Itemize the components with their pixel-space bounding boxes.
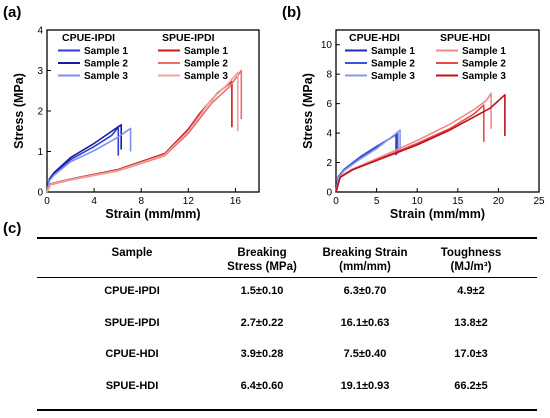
table-cell-strain: 16.1±0.63: [340, 317, 390, 329]
y-tick-label: 2: [326, 158, 332, 169]
y-tick-label: 8: [326, 70, 332, 81]
x-tick-label: 8: [138, 196, 144, 207]
series-line-spue-ipdi-sample-2: [46, 69, 243, 193]
legend-group-title: SPUE-HDI: [440, 32, 490, 44]
table-cell-stress: 3.9±0.28: [240, 348, 284, 360]
panel-label-b: (b): [282, 4, 302, 21]
header-breaking-stress-line2: Stress (MPa): [227, 261, 297, 273]
x-axis-title: Strain (mm/mm): [105, 207, 200, 221]
header-toughness-line1: Toughness: [440, 247, 502, 259]
x-tick-label: 5: [374, 196, 380, 207]
header-toughness-line2: (MJ/m³): [450, 261, 492, 273]
legend-entry-label: Sample 1: [462, 46, 506, 57]
table-cell-sample: CPUE-HDI: [105, 348, 159, 360]
legend-group-title: SPUE-IPDI: [162, 32, 215, 44]
legend-entry-label: Sample 1: [84, 46, 128, 57]
x-tick-label: 10: [412, 196, 424, 207]
series-line-cpue-ipdi-sample-3: [46, 127, 132, 193]
x-axis-title: Strain (mm/mm): [390, 207, 485, 221]
y-tick-label: 6: [326, 99, 332, 110]
table-cell-sample: CPUE-IPDI: [104, 285, 160, 297]
table-cell-toughness: 17.0±3: [454, 348, 488, 360]
table-cell-sample: SPUE-IPDI: [104, 317, 160, 329]
plot-frame: [335, 29, 540, 193]
y-tick-label: 10: [321, 40, 333, 51]
legend-entry-label: Sample 1: [184, 46, 228, 57]
series-line-spue-hdi-sample-3: [335, 94, 506, 193]
x-tick-label: 0: [333, 196, 339, 207]
legend-entry-label: Sample 3: [84, 71, 128, 82]
legend-entry-label: Sample 2: [184, 59, 228, 70]
table-cell-toughness: 13.8±2: [454, 317, 488, 329]
header-breaking-stress-line1: Breaking: [237, 247, 287, 259]
legend-entry-label: Sample 1: [371, 46, 415, 57]
table-cell-stress: 6.4±0.60: [240, 380, 284, 392]
y-axis-title: Stress (MPa): [12, 73, 26, 149]
x-tick-label: 0: [44, 196, 50, 207]
series-line-spue-hdi-sample-1: [335, 92, 492, 193]
header-breaking-strain-line2: (mm/mm): [339, 261, 391, 273]
x-tick-label: 4: [91, 196, 97, 207]
y-tick-label: 2: [37, 107, 43, 118]
legend-entry-label: Sample 3: [371, 71, 415, 82]
x-tick-label: 16: [230, 196, 242, 207]
table-cell-strain: 6.3±0.70: [343, 285, 387, 297]
table-top-rule: [37, 237, 537, 239]
legend-entry-label: Sample 2: [371, 59, 415, 70]
legend-group-title: CPUE-HDI: [349, 32, 400, 44]
table-bottom-rule: [37, 409, 537, 411]
table-cell-stress: 1.5±0.10: [240, 285, 284, 297]
x-tick-label: 20: [493, 196, 505, 207]
legend-group-title: CPUE-IPDI: [62, 32, 115, 44]
y-tick-label: 3: [37, 66, 43, 77]
table-header-rule: [37, 277, 537, 279]
header-sample: Sample: [111, 247, 153, 259]
table-cell-strain: 19.1±0.93: [340, 380, 390, 392]
y-axis-title: Stress (MPa): [301, 73, 315, 149]
x-tick-label: 15: [452, 196, 464, 207]
y-tick-label: 0: [37, 188, 43, 199]
legend-entry-label: Sample 3: [184, 71, 228, 82]
y-tick-label: 1: [37, 147, 43, 158]
y-tick-label: 4: [326, 129, 332, 140]
y-tick-label: 0: [326, 188, 332, 199]
table-cell-stress: 2.7±0.22: [240, 317, 284, 329]
y-tick-label: 4: [37, 26, 43, 37]
table-cell-toughness: 4.9±2: [457, 285, 485, 297]
panel-label-a: (a): [3, 4, 22, 21]
x-tick-label: 12: [183, 196, 195, 207]
series-line-spue-ipdi-sample-1: [46, 81, 233, 193]
x-tick-label: 25: [533, 196, 545, 207]
legend-entry-label: Sample 3: [462, 71, 506, 82]
series-line-cpue-hdi-sample-3: [335, 129, 401, 193]
header-breaking-strain-line1: Breaking Strain: [322, 247, 408, 259]
series-line-cpue-ipdi-sample-2: [46, 124, 122, 193]
panel-label-c: (c): [3, 220, 22, 237]
legend-entry-label: Sample 2: [84, 59, 128, 70]
series-line-spue-ipdi-sample-3: [46, 71, 239, 193]
legend-entry-label: Sample 2: [462, 59, 506, 70]
table-cell-toughness: 66.2±5: [454, 380, 488, 392]
table-cell-sample: SPUE-HDI: [105, 380, 159, 392]
table-cell-strain: 7.5±0.40: [343, 348, 387, 360]
